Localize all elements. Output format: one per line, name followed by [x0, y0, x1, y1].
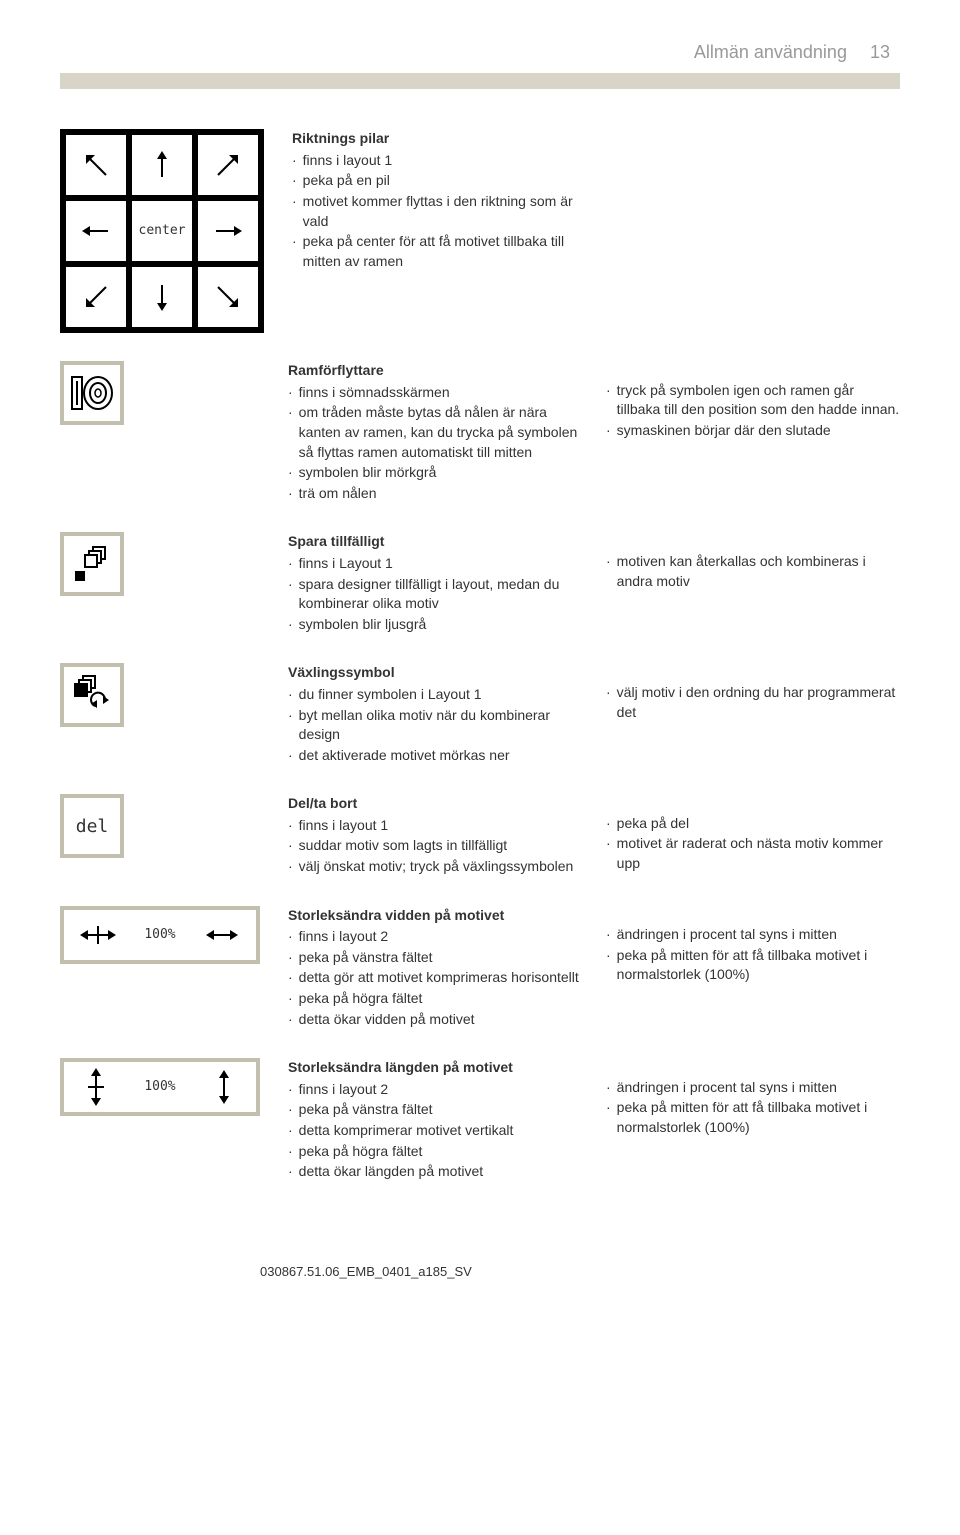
bullet: finns i Layout 1: [288, 554, 582, 574]
delete-icon: del: [60, 794, 124, 858]
arrow-n-icon: [129, 132, 195, 198]
bullet: symbolen blir mörkgrå: [288, 463, 582, 483]
bullet: peka på högra fältet: [288, 989, 582, 1009]
bullet: detta ökar vidden på motivet: [288, 1010, 582, 1030]
section4-heading: Växlingssymbol: [288, 663, 582, 683]
resize-length-icon: 100%: [60, 1058, 260, 1116]
section-switch-symbol: Växlingssymbol du finner symbolen i Layo…: [60, 663, 900, 766]
percent-label: 100%: [144, 1078, 175, 1096]
arrow-sw-icon: [63, 264, 129, 330]
section1-heading: Riktnings pilar: [292, 129, 584, 149]
arrow-s-icon: [129, 264, 195, 330]
arrow-se-icon: [195, 264, 261, 330]
bullet: peka på del: [606, 814, 900, 834]
page-number: 13: [870, 42, 890, 62]
bullet: finns i layout 1: [292, 151, 584, 171]
bullet: detta komprimerar motivet vertikalt: [288, 1121, 582, 1141]
section-delete: del Del/ta bort finns i layout 1 suddar …: [60, 794, 900, 877]
bullet: detta ökar längden på motivet: [288, 1162, 582, 1182]
bullet: peka på högra fältet: [288, 1142, 582, 1162]
footer-code: 030867.51.06_EMB_0401_a185_SV: [60, 1263, 900, 1281]
section-frame-mover: Ramförflyttare finns i sömnadsskärmen om…: [60, 361, 900, 504]
bullet: motivet kommer flyttas i den riktning so…: [292, 192, 584, 231]
arrow-nw-icon: [63, 132, 129, 198]
arrow-w-icon: [63, 198, 129, 264]
section2-heading: Ramförflyttare: [288, 361, 582, 381]
bullet: du finner symbolen i Layout 1: [288, 685, 582, 705]
bullet: om tråden måste bytas då nålen är nära k…: [288, 403, 582, 462]
bullet: det aktiverade motivet mörkas ner: [288, 746, 582, 766]
resize-width-icon: 100%: [60, 906, 260, 964]
header-title: Allmän användning: [694, 42, 847, 62]
bullet: ändringen i procent tal syns i mitten: [606, 925, 900, 945]
frame-mover-icon: [60, 361, 124, 425]
bullet: finns i layout 2: [288, 927, 582, 947]
percent-label: 100%: [144, 926, 175, 944]
section-resize-length: 100% Storleksändra längden på motivet fi…: [60, 1058, 900, 1183]
bullet: motiven kan återkallas och kombineras i …: [606, 552, 900, 591]
header-divider: [60, 73, 900, 89]
bullet: finns i layout 2: [288, 1080, 582, 1100]
arrow-ne-icon: [195, 132, 261, 198]
bullet: suddar motiv som lagts in tillfälligt: [288, 836, 582, 856]
save-temp-icon: [60, 532, 124, 596]
bullet: trä om nålen: [288, 484, 582, 504]
bullet: peka på vänstra fältet: [288, 948, 582, 968]
section-resize-width: 100% Storleksändra vidden på motivet fin…: [60, 906, 900, 1031]
bullet: symaskinen börjar där den slutade: [606, 421, 900, 441]
bullet: finns i sömnadsskärmen: [288, 383, 582, 403]
bullet: tryck på symbolen igen och ramen går til…: [606, 381, 900, 420]
bullet: välj motiv i den ordning du har programm…: [606, 683, 900, 722]
bullet: peka på center för att få motivet tillba…: [292, 232, 584, 271]
direction-grid: center: [60, 129, 264, 333]
bullet: spara designer tillfälligt i layout, med…: [288, 575, 582, 614]
bullet: motivet är raderat och nästa motiv komme…: [606, 834, 900, 873]
switch-symbol-icon: [60, 663, 124, 727]
bullet: ändringen i procent tal syns i mitten: [606, 1078, 900, 1098]
bullet: symbolen blir ljusgrå: [288, 615, 582, 635]
section-save-temp: Spara tillfälligt finns i Layout 1 spara…: [60, 532, 900, 635]
section7-heading: Storleksändra längden på motivet: [288, 1058, 582, 1078]
bullet: detta gör att motivet komprimeras horiso…: [288, 968, 582, 988]
bullet: peka på vänstra fältet: [288, 1100, 582, 1120]
bullet: finns i layout 1: [288, 816, 582, 836]
section3-heading: Spara tillfälligt: [288, 532, 582, 552]
bullet: peka på mitten för att få tillbaka motiv…: [606, 1098, 900, 1137]
section6-heading: Storleksändra vidden på motivet: [288, 906, 582, 926]
section5-heading: Del/ta bort: [288, 794, 582, 814]
bullet: byt mellan olika motiv när du kombinerar…: [288, 706, 582, 745]
bullet: peka på en pil: [292, 171, 584, 191]
center-label: center: [129, 198, 195, 264]
section-direction-arrows: center Riktnings pilar finns i layout 1 …: [60, 129, 900, 333]
bullet: välj önskat motiv; tryck på växlingssymb…: [288, 857, 582, 877]
bullet: peka på mitten för att få tillbaka motiv…: [606, 946, 900, 985]
page-header: Allmän användning 13: [60, 40, 900, 65]
arrow-e-icon: [195, 198, 261, 264]
